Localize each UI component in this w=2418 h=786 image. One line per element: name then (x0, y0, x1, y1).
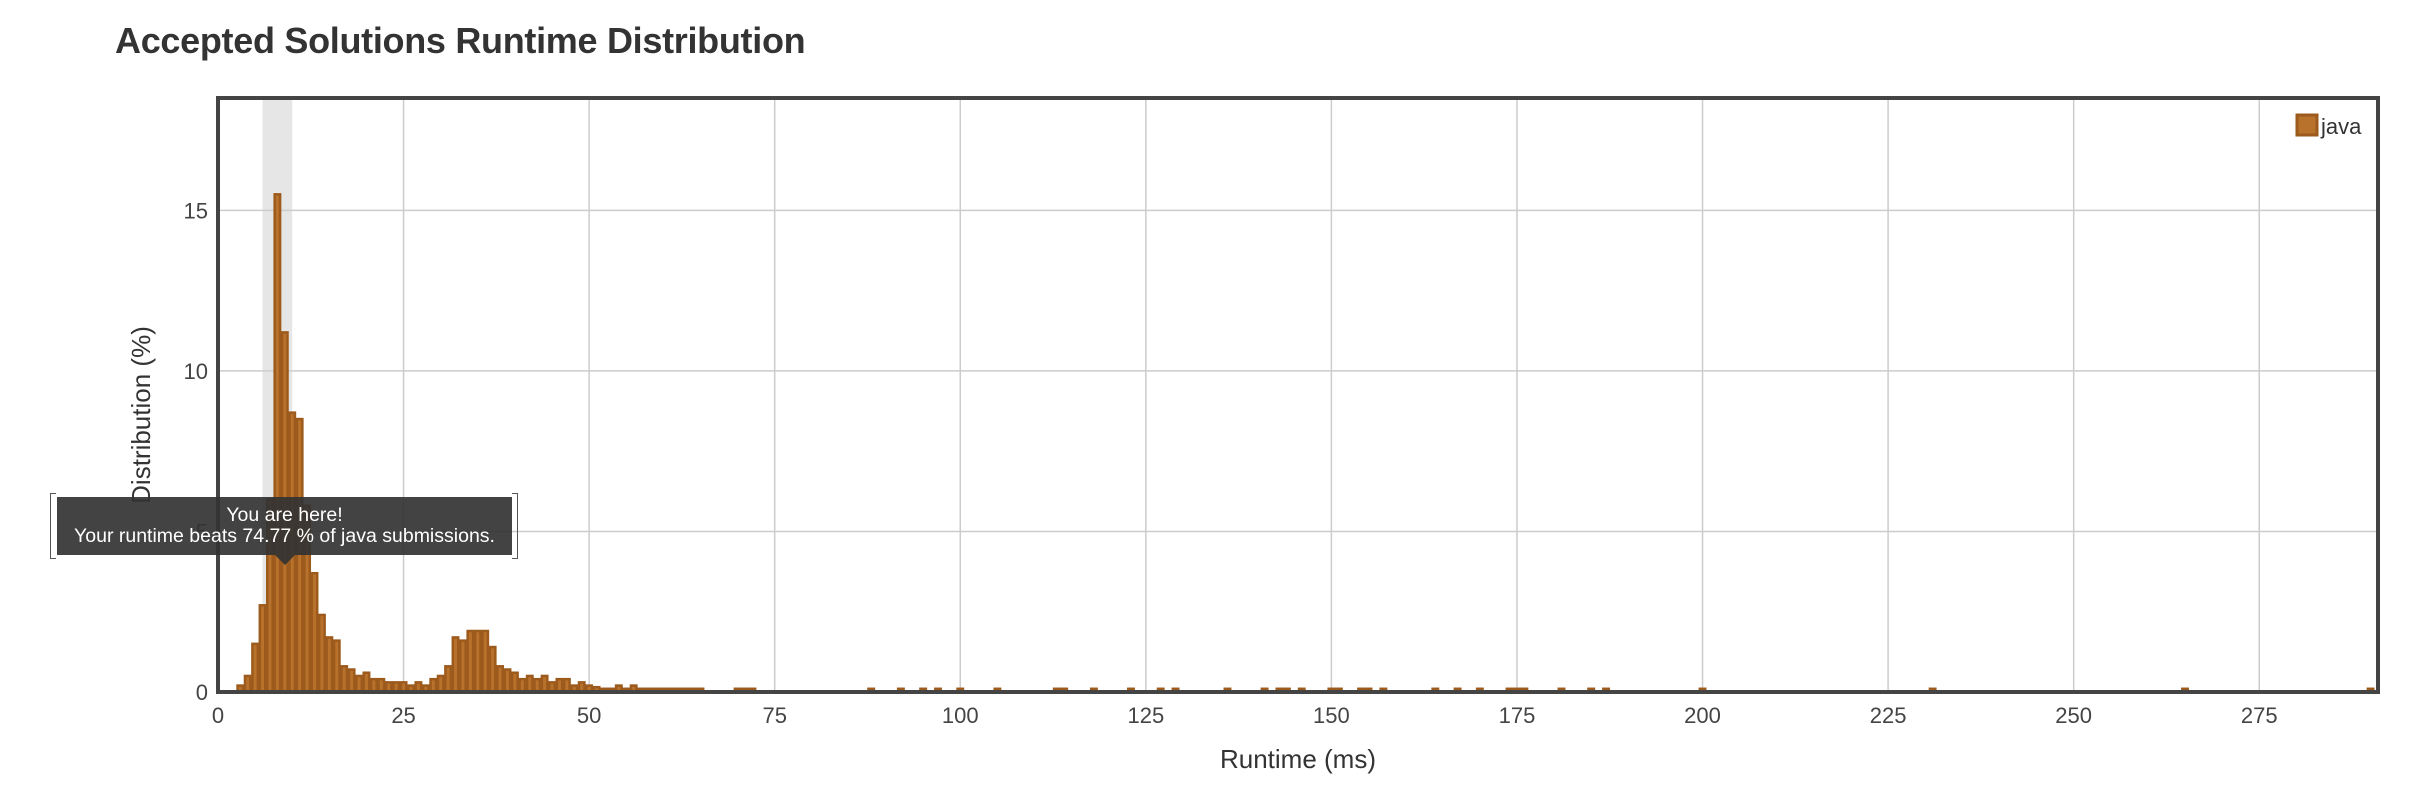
x-tick-label: 250 (2055, 703, 2092, 728)
y-tick-label: 15 (184, 198, 208, 223)
plot-frame (216, 96, 2380, 694)
y-axis-title: Distribution (%) (126, 326, 156, 504)
bar-java[interactable] (458, 639, 467, 694)
x-tick-label: 150 (1313, 703, 1350, 728)
y-tick-label: 0 (196, 680, 208, 705)
bar-java[interactable] (540, 674, 549, 694)
bar-java[interactable] (473, 629, 482, 694)
bar-java[interactable] (362, 671, 371, 694)
bar-java[interactable] (436, 674, 445, 694)
bar-java[interactable] (310, 571, 319, 694)
bar-java[interactable] (451, 636, 460, 694)
x-tick-label: 25 (391, 703, 415, 728)
bar-java[interactable] (488, 645, 497, 694)
bar-java[interactable] (444, 665, 453, 694)
x-tick-label: 0 (212, 703, 224, 728)
bar-java[interactable] (332, 639, 341, 694)
bar-java[interactable] (273, 193, 282, 694)
bar-java[interactable] (347, 668, 356, 694)
tooltip-bracket-left (50, 493, 56, 559)
bar-java[interactable] (525, 674, 534, 694)
x-tick-label: 275 (2241, 703, 2278, 728)
bar-java[interactable] (496, 665, 505, 694)
x-axis-title: Runtime (ms) (1220, 744, 1376, 774)
x-tick-label: 175 (1499, 703, 1536, 728)
bar-java[interactable] (466, 629, 475, 694)
tooltip-line-1: You are here! (226, 504, 343, 526)
legend[interactable]: java (2295, 113, 2362, 139)
bar-java[interactable] (355, 674, 363, 694)
bar-java[interactable] (340, 665, 349, 694)
bar-java[interactable] (510, 671, 519, 694)
plot-background (218, 98, 2378, 692)
bar-java[interactable] (258, 604, 267, 694)
legend-label-java[interactable]: java (2320, 114, 2362, 139)
bar-java[interactable] (295, 417, 304, 694)
x-tick-label: 125 (1127, 703, 1164, 728)
runtime-tooltip: You are here! Your runtime beats 74.77 %… (57, 497, 512, 555)
x-tick-labels: 0 25 50 75 100 125 150 175 200 225 250 275 (212, 703, 2278, 728)
bar-java[interactable] (243, 674, 252, 694)
x-tick-label: 225 (1870, 703, 1907, 728)
y-tick-labels: 051015 (184, 198, 208, 705)
tooltip-bracket-right (512, 493, 518, 559)
x-tick-label: 200 (1684, 703, 1721, 728)
grid-lines (218, 98, 2378, 692)
chart-title: Accepted Solutions Runtime Distribution (115, 20, 806, 61)
bar-java[interactable] (481, 629, 490, 694)
bar-java[interactable] (251, 642, 260, 694)
bar-java[interactable] (325, 636, 334, 694)
tooltip-line-2: Your runtime beats 74.77 % of java submi… (74, 525, 495, 547)
bar-java[interactable] (317, 613, 326, 694)
legend-swatch-java (2295, 113, 2319, 137)
bar-java[interactable] (503, 668, 512, 694)
x-tick-label: 100 (942, 703, 979, 728)
y-tick-label: 10 (184, 359, 208, 384)
x-tick-label: 75 (762, 703, 786, 728)
tooltip-pointer (275, 555, 295, 565)
x-tick-label: 50 (577, 703, 601, 728)
